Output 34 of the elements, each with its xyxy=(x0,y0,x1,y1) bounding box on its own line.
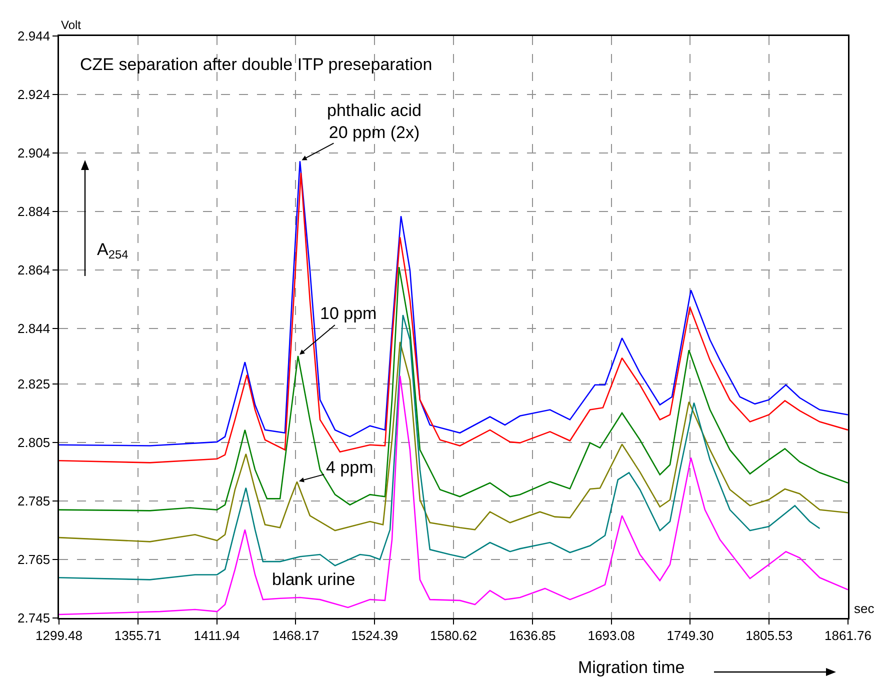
text: sec xyxy=(854,601,875,616)
y-tick-label: 2.924 xyxy=(18,87,50,102)
y-tick-label: 2.805 xyxy=(18,435,50,450)
annotation: 4 ppm xyxy=(326,458,374,477)
y-tick-label: 2.825 xyxy=(18,376,50,392)
text: CZE separation after double ITP preseparation xyxy=(80,54,432,74)
x-tick-label: 1355.71 xyxy=(114,628,162,643)
x-tick-label: 1636.85 xyxy=(508,628,556,643)
line-series xyxy=(59,266,848,512)
line-series xyxy=(59,341,848,542)
y-tick-label: 2.944 xyxy=(18,28,50,44)
x-tick-label: 1861.76 xyxy=(824,628,872,643)
x-tick-label: 1524.39 xyxy=(351,628,398,643)
x-tick-label: 1693.08 xyxy=(588,628,635,643)
line-series xyxy=(59,375,848,616)
x-tick-label: 1299.48 xyxy=(36,628,82,643)
x-tick-label: 1749.30 xyxy=(666,628,714,643)
y-tick-label: 2.785 xyxy=(18,494,50,509)
y-tick-label: 2.864 xyxy=(18,262,50,278)
y-tick-label: 2.884 xyxy=(18,204,50,220)
annotation: blank urine xyxy=(272,570,356,589)
x-tick-label: 1805.53 xyxy=(746,628,793,643)
y-tick-label: 2.904 xyxy=(18,146,50,161)
x-tick-label: 1411.94 xyxy=(194,628,240,643)
y-tick-label: 2.765 xyxy=(18,552,50,568)
annotation: 10 ppm xyxy=(320,304,377,323)
annotation: phthalic acid 20 ppm (2x) xyxy=(327,101,422,142)
x-axis-title: Migration time xyxy=(578,658,685,677)
y-tick-label: 2.844 xyxy=(18,321,50,336)
y-axis-title: Volt xyxy=(61,18,82,32)
x-tick-label: 1468.17 xyxy=(272,628,320,643)
y-tick-label: 2.745 xyxy=(18,610,50,626)
x-tick-label: 1580.62 xyxy=(430,628,477,643)
annotation: A$_{254}$ xyxy=(97,240,129,262)
